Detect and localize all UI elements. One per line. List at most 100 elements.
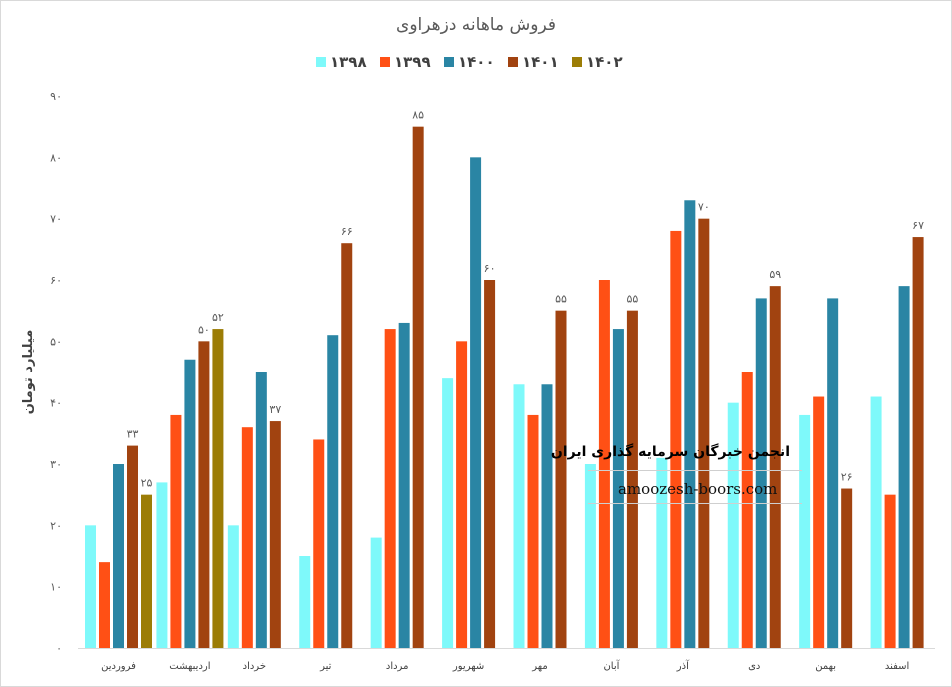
bar xyxy=(527,414,539,648)
bar xyxy=(113,464,124,648)
bar xyxy=(584,464,596,648)
data-label: ۲۶ xyxy=(841,471,853,484)
x-tick-label: دی xyxy=(748,661,760,672)
bar xyxy=(442,378,454,648)
data-label: ۵۰ xyxy=(198,323,210,336)
x-tick-label: آذر xyxy=(676,659,690,672)
y-tick-label: ۷۰ xyxy=(50,213,62,226)
bar xyxy=(299,556,311,648)
bar xyxy=(170,414,182,648)
x-tick-label: مهر xyxy=(531,661,547,672)
bar xyxy=(898,286,910,648)
bar xyxy=(141,494,152,648)
legend-swatch xyxy=(316,57,326,67)
y-tick-label: ۲۰ xyxy=(50,519,62,532)
legend-swatch xyxy=(380,57,390,67)
data-label: ۵۹ xyxy=(769,268,781,281)
bar xyxy=(384,329,396,648)
bar xyxy=(755,298,767,648)
bar xyxy=(541,384,553,648)
bar xyxy=(184,359,196,648)
y-tick-label: ۳۰ xyxy=(50,458,62,471)
data-label: ۶۰ xyxy=(484,262,496,275)
bar xyxy=(769,286,781,648)
x-tick-label: فروردین xyxy=(101,661,136,672)
bar xyxy=(912,237,924,649)
data-label: ۲۵ xyxy=(141,477,153,490)
y-tick-label: ۴۰ xyxy=(50,397,62,410)
legend-label: ۱۴۰۱ xyxy=(522,53,559,71)
watermark-divider xyxy=(588,503,802,504)
legend-swatch xyxy=(444,57,454,67)
y-tick-label: ۶۰ xyxy=(50,274,62,287)
data-label: ۳۳ xyxy=(127,428,139,441)
x-tick-label: اردیبهشت xyxy=(169,661,210,672)
bar xyxy=(813,396,825,648)
bar xyxy=(241,427,253,648)
bar xyxy=(269,421,281,648)
y-tick-label: ۰ xyxy=(56,642,62,655)
bar xyxy=(470,157,482,649)
bar xyxy=(313,439,325,648)
bar xyxy=(513,384,525,648)
bar xyxy=(370,537,382,648)
bar xyxy=(841,488,853,648)
bar xyxy=(555,310,567,648)
bar xyxy=(799,414,811,648)
bar xyxy=(698,218,710,648)
bar xyxy=(484,280,496,648)
x-tick-label: شهریور xyxy=(452,661,484,672)
legend-label: ۱۴۰۰ xyxy=(458,53,495,71)
x-tick-label: تیر xyxy=(319,661,332,672)
data-label: ۵۵ xyxy=(627,293,639,306)
bar xyxy=(412,126,424,648)
data-label: ۸۵ xyxy=(412,109,424,122)
bar xyxy=(741,372,753,648)
watermark-url: amoozesh-boors.com xyxy=(618,480,778,498)
watermark-divider xyxy=(588,470,802,471)
data-label: ۳۷ xyxy=(269,403,281,416)
x-tick-label: آبان xyxy=(603,659,620,672)
chart-title: فروش ماهانه دزهراوی xyxy=(396,15,556,35)
bar xyxy=(884,494,896,648)
bar xyxy=(612,329,624,648)
data-label: ۷۰ xyxy=(698,201,710,214)
legend-label: ۱۴۰۲ xyxy=(586,53,623,71)
x-tick-label: اسفند xyxy=(885,661,909,672)
y-tick-label: ۵۰ xyxy=(50,335,62,348)
bar xyxy=(212,329,224,648)
bar xyxy=(255,372,267,648)
watermark-title: انجمن خبرگان سرمایه گذاری ایران xyxy=(550,444,790,460)
bar xyxy=(85,525,96,648)
data-label: ۵۵ xyxy=(555,293,567,306)
y-tick-label: ۱۰ xyxy=(50,581,62,594)
bar xyxy=(670,230,682,648)
bar xyxy=(598,280,610,648)
bar xyxy=(127,445,138,648)
bar xyxy=(656,457,668,648)
bar xyxy=(156,482,168,648)
legend-swatch xyxy=(572,57,582,67)
data-label: ۶۷ xyxy=(912,219,924,232)
bar xyxy=(827,298,839,648)
x-tick-label: خرداد xyxy=(243,661,266,672)
x-tick-label: مرداد xyxy=(386,661,409,672)
legend-label: ۱۳۹۸ xyxy=(330,53,367,71)
x-tick-label: بهمن xyxy=(815,661,836,672)
data-label: ۵۲ xyxy=(212,311,224,324)
legend-swatch xyxy=(508,57,518,67)
bar xyxy=(684,200,696,648)
y-tick-label: ۹۰ xyxy=(50,90,62,103)
bar xyxy=(327,335,339,648)
bar xyxy=(198,341,210,648)
bar xyxy=(727,402,739,648)
bar xyxy=(398,322,410,648)
watermark: انجمن خبرگان سرمایه گذاری ایران amoozesh… xyxy=(551,440,810,510)
y-tick-label: ۸۰ xyxy=(50,151,62,164)
legend-label: ۱۳۹۹ xyxy=(394,53,431,71)
bar xyxy=(626,310,638,648)
bar xyxy=(870,396,882,648)
bar xyxy=(99,562,110,648)
y-axis-label: میلیارد تومان xyxy=(21,330,36,415)
